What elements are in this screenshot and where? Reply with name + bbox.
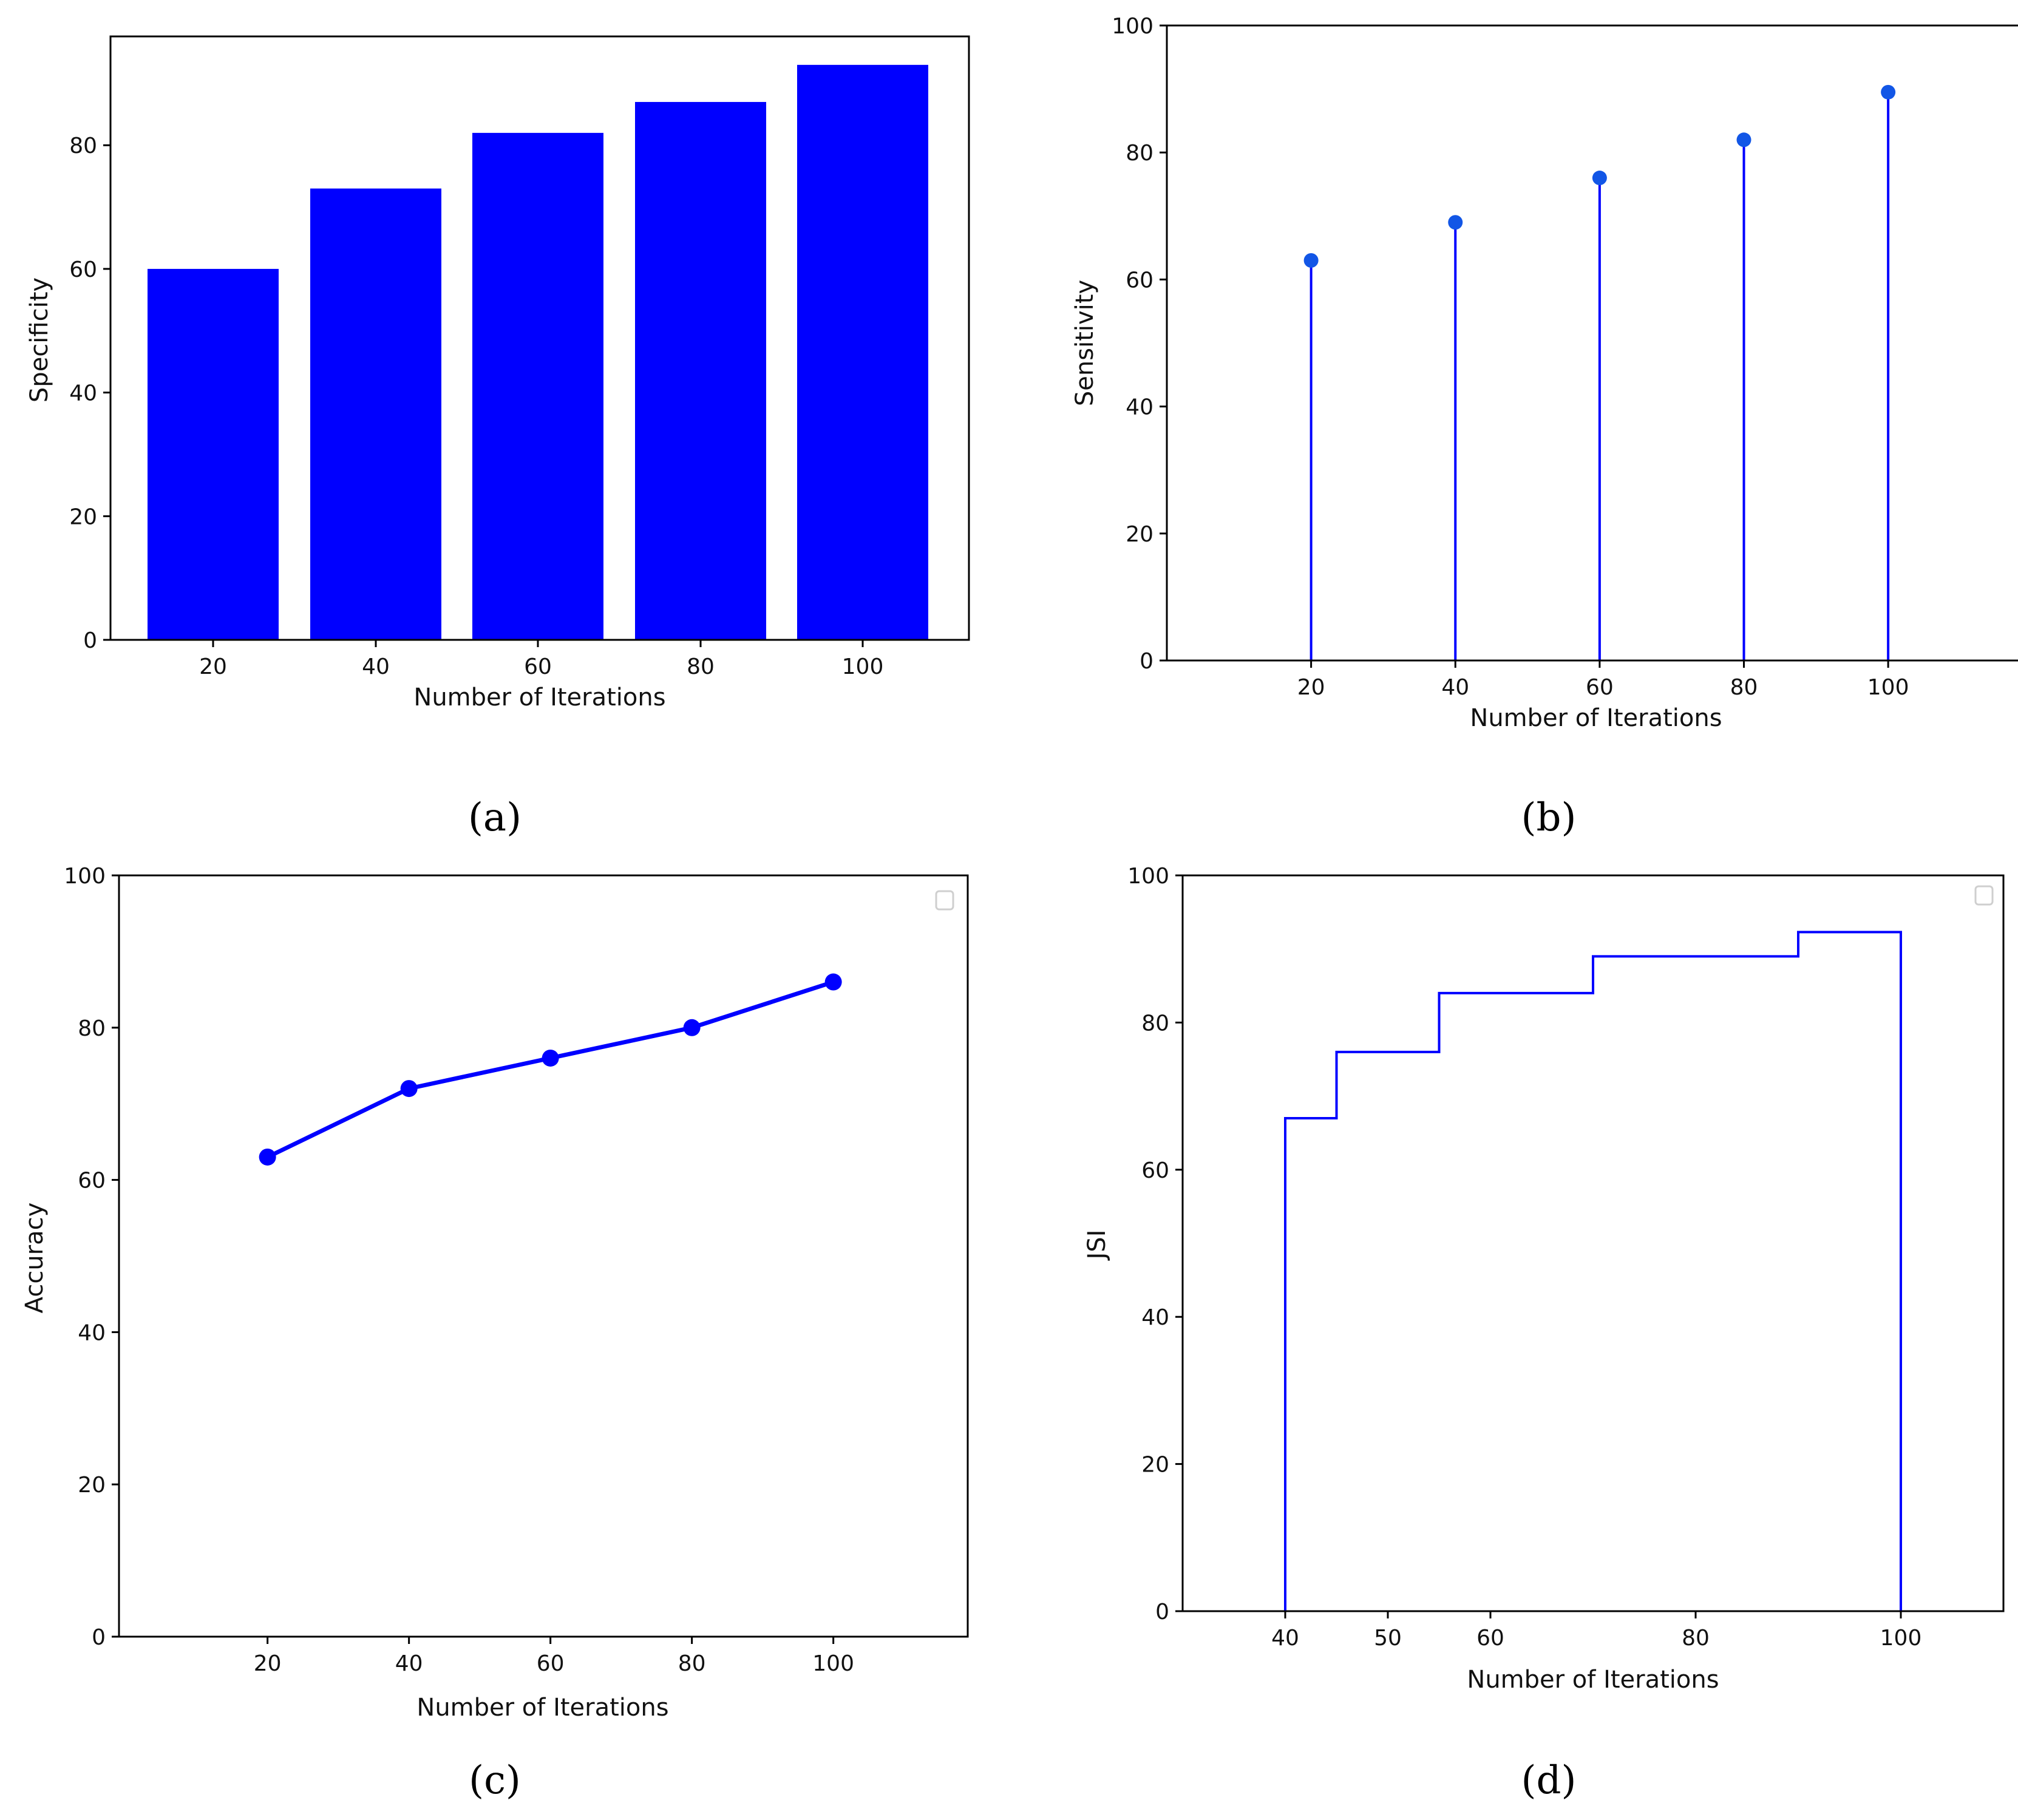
chart-a-xtick-label: 100 <box>842 654 884 679</box>
chart-a-bar <box>797 64 928 640</box>
chart-b-point <box>1448 215 1463 230</box>
chart-c-line <box>267 980 834 1160</box>
chart-a-bar <box>635 101 766 640</box>
chart-b-point <box>1736 132 1751 148</box>
chart-b-x-axis: 20 40 60 80 100 <box>1297 660 1909 700</box>
chart-c-xtick-label: 40 <box>395 1651 423 1676</box>
chart-a-ytick-label: 0 <box>83 628 97 653</box>
chart-c-series <box>259 973 842 1166</box>
chart-a-xtick-label: 20 <box>199 654 227 679</box>
chart-b-point <box>1592 171 1607 186</box>
chart-c-xlabel: Number of Iterations <box>416 1694 668 1722</box>
chart-d-ytick-label: 100 <box>1127 864 1169 889</box>
chart-a-ytick-label: 80 <box>69 134 97 158</box>
chart-a-ylabel: Specificity <box>25 277 53 402</box>
chart-c-ylabel: Accuracy <box>21 1203 49 1314</box>
chart-c-xtick-label: 100 <box>812 1651 854 1676</box>
chart-d-frame <box>1181 874 2005 1612</box>
chart-a-x-axis: 20 40 60 80 100 <box>199 640 883 679</box>
chart-d-xtick-label: 50 <box>1374 1626 1402 1651</box>
chart-a-ytick-label: 60 <box>69 257 97 282</box>
chart-b-xlabel: Number of Iterations <box>1470 704 1722 732</box>
chart-b-xtick-label: 60 <box>1586 675 1614 700</box>
chart-c-y-axis: 0 20 40 60 80 100 <box>64 864 119 1650</box>
chart-c-ytick-label: 20 <box>78 1473 106 1498</box>
chart-a-ytick-label: 40 <box>69 381 97 406</box>
chart-a-xtick-label: 40 <box>362 654 390 679</box>
chart-d-ytick-label: 0 <box>1155 1600 1169 1625</box>
chart-a-bar <box>148 268 279 640</box>
chart-d-xtick-label: 80 <box>1682 1626 1710 1651</box>
chart-c-ytick-label: 40 <box>78 1320 106 1345</box>
chart-c-point <box>824 973 842 991</box>
chart-a-bar <box>310 188 441 640</box>
chart-d-ytick-label: 20 <box>1141 1453 1169 1478</box>
chart-d-ytick-label: 40 <box>1141 1305 1169 1330</box>
chart-c-point <box>683 1019 701 1036</box>
chart-a-bar <box>472 132 603 640</box>
chart-a: 20 40 60 80 100 0 20 40 60 80 Number of Iteratio… <box>25 35 970 840</box>
chart-d-series <box>1284 931 1902 1611</box>
chart-d: 40 50 60 80 100 0 20 40 60 80 100 Number of Itera… <box>1083 864 2005 1803</box>
chart-b-stems <box>1303 84 1896 660</box>
chart-c-ytick-label: 0 <box>92 1625 106 1650</box>
chart-a-ytick-label: 20 <box>69 504 97 529</box>
chart-c-xtick-label: 80 <box>678 1651 706 1676</box>
panel-label-a: (a) <box>468 795 521 840</box>
chart-b-ytick-label: 60 <box>1126 268 1153 293</box>
chart-b-ytick-label: 20 <box>1126 522 1153 547</box>
chart-b-xtick-label: 80 <box>1730 675 1758 700</box>
chart-b-ytick-label: 0 <box>1140 649 1153 674</box>
chart-d-legend <box>1974 885 1994 906</box>
chart-b-ylabel: Sensitivity <box>1071 280 1099 406</box>
chart-d-xlabel: Number of Iterations <box>1467 1666 1719 1694</box>
chart-b-point <box>1303 253 1319 268</box>
chart-b-y-axis: 0 20 40 60 80 100 <box>1112 14 1167 674</box>
chart-d-x-axis: 40 50 60 80 100 <box>1271 1611 1921 1651</box>
chart-a-y-axis: 0 20 40 60 80 <box>69 134 110 653</box>
chart-a-frame <box>109 35 970 641</box>
chart-a-xtick-label: 60 <box>524 654 552 679</box>
chart-d-xtick-label: 100 <box>1880 1626 1922 1651</box>
chart-d-ytick-label: 80 <box>1141 1011 1169 1036</box>
chart-c-xtick-label: 60 <box>537 1651 565 1676</box>
chart-c-xtick-label: 20 <box>254 1651 282 1676</box>
chart-c-ytick-label: 80 <box>78 1016 106 1041</box>
chart-d-ytick-label: 60 <box>1141 1158 1169 1183</box>
chart-a-xtick-label: 80 <box>687 654 715 679</box>
chart-d-step-line <box>1284 931 1902 1611</box>
panel-label-d: (d) <box>1521 1758 1577 1803</box>
panel-label-b: (b) <box>1521 795 1577 840</box>
chart-c-frame <box>118 874 969 1638</box>
chart-b-xtick-label: 40 <box>1441 675 1469 700</box>
chart-a-bars <box>148 64 928 640</box>
chart-b-ytick-label: 40 <box>1126 395 1153 420</box>
chart-d-xtick-label: 60 <box>1476 1626 1504 1651</box>
chart-d-ylabel: JSI <box>1083 1230 1111 1261</box>
chart-b-ytick-label: 100 <box>1112 14 1153 39</box>
chart-c-ytick-label: 100 <box>64 864 106 889</box>
chart-b-xtick-label: 100 <box>1867 675 1909 700</box>
chart-c-point <box>542 1049 559 1067</box>
chart-c-ytick-label: 60 <box>78 1169 106 1194</box>
chart-d-xtick-label: 40 <box>1271 1626 1299 1651</box>
chart-b-point <box>1881 84 1896 100</box>
chart-b-ytick-label: 80 <box>1126 141 1153 166</box>
chart-b-xtick-label: 20 <box>1297 675 1325 700</box>
chart-d-y-axis: 0 20 40 60 80 100 <box>1127 864 1183 1625</box>
panel-label-c: (c) <box>469 1758 521 1803</box>
chart-c-x-axis: 20 40 60 80 100 <box>254 1637 854 1676</box>
chart-c-legend <box>935 890 954 911</box>
chart-c: 20 40 60 80 100 0 20 40 60 80 100 Number of Itera… <box>21 864 969 1803</box>
chart-c-point <box>259 1148 276 1166</box>
chart-a-xlabel: Number of Iterations <box>413 684 665 711</box>
chart-b: 20 40 60 80 100 0 20 40 60 80 100 Number of Itera… <box>1071 14 2018 840</box>
chart-c-point <box>400 1080 418 1098</box>
